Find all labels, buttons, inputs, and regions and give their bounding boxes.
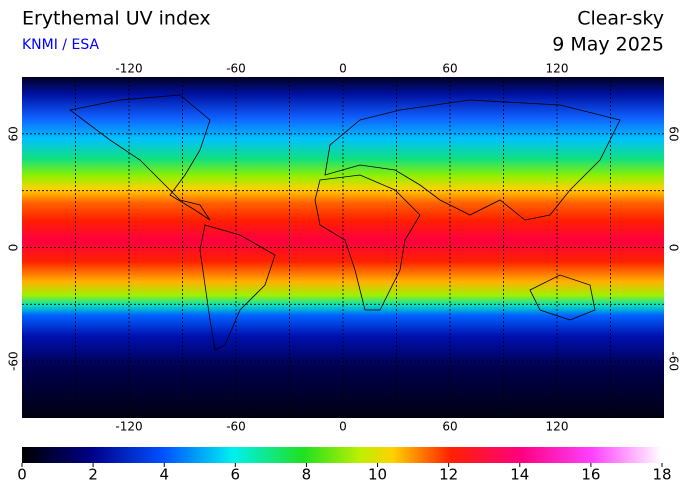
colorbar-label: 0 bbox=[17, 466, 27, 484]
lon-label-top: 120 bbox=[546, 62, 569, 76]
colorbar bbox=[22, 447, 662, 463]
title: Erythemal UV index bbox=[22, 8, 211, 30]
source: KNMI / ESA bbox=[22, 37, 99, 53]
coastlines bbox=[69, 94, 621, 351]
colorbar-label: 2 bbox=[88, 466, 98, 484]
colorbar-label: 12 bbox=[439, 466, 458, 484]
colorbar-label: 4 bbox=[159, 466, 169, 484]
lat-label-left: -60 bbox=[7, 351, 21, 371]
lon-label-top: 0 bbox=[339, 62, 347, 76]
lon-label-bottom: 60 bbox=[442, 420, 457, 434]
graticule bbox=[22, 77, 664, 418]
lon-label-top: -60 bbox=[226, 62, 246, 76]
colorbar-label: 18 bbox=[652, 466, 671, 484]
lat-label-left: 0 bbox=[7, 244, 21, 252]
lon-label-top: -120 bbox=[115, 62, 142, 76]
colorbar-label: 14 bbox=[510, 466, 529, 484]
lon-label-bottom: -60 bbox=[226, 420, 246, 434]
lon-label-bottom: 120 bbox=[546, 420, 569, 434]
lat-label-right: 0 bbox=[667, 244, 681, 252]
mode: Clear-sky bbox=[577, 8, 664, 30]
lon-label-bottom: 0 bbox=[339, 420, 347, 434]
lon-label-bottom: -120 bbox=[115, 420, 142, 434]
date: 9 May 2025 bbox=[552, 34, 664, 56]
lat-label-right: 60 bbox=[667, 126, 681, 141]
lon-label-top: 60 bbox=[442, 62, 457, 76]
colorbar-label: 10 bbox=[368, 466, 387, 484]
lat-label-left: 60 bbox=[7, 126, 21, 141]
axis-labels: -120 -120 -60 -60 0 0 60 60 120 120 60 60 0 0 -60 -60 bbox=[7, 62, 681, 434]
lat-label-right: -60 bbox=[667, 351, 681, 371]
colorbar-label: 16 bbox=[581, 466, 600, 484]
colorbar-label: 8 bbox=[302, 466, 312, 484]
colorbar-label: 6 bbox=[231, 466, 241, 484]
colorbar-labels: 0 2 4 6 8 10 12 14 16 18 bbox=[17, 463, 672, 484]
